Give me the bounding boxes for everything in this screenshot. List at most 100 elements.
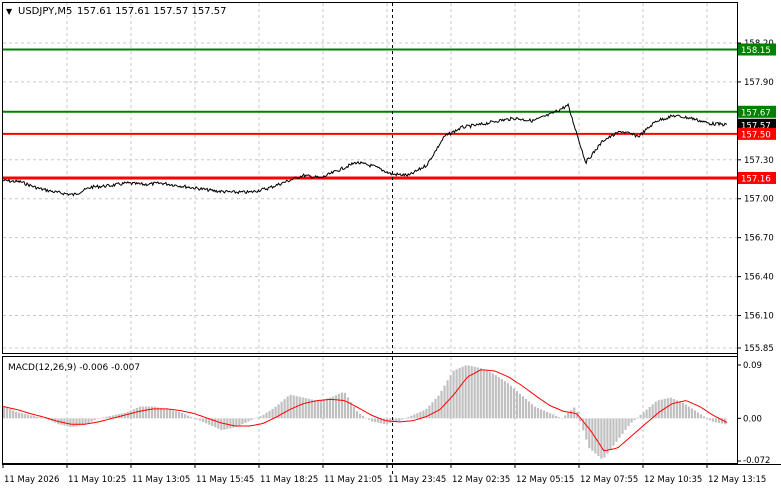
time-tick-label: 11 May 13:05 [132, 475, 190, 485]
macd-histogram-bar [214, 418, 217, 428]
macd-histogram-bar [45, 418, 48, 419]
macd-histogram-bar [576, 412, 579, 419]
macd-histogram-bar [286, 396, 289, 419]
macd-histogram-bar [506, 383, 509, 419]
macd-histogram-bar [485, 370, 488, 419]
macd-histogram-bar [533, 406, 537, 419]
macd-histogram-bar [624, 418, 627, 430]
macd-histogram-bar [636, 417, 639, 419]
macd-histogram-bar [199, 418, 202, 421]
macd-histogram-bar [15, 411, 18, 419]
macd-histogram-bar [42, 417, 45, 419]
macd-histogram-bar [518, 393, 522, 419]
macd-histogram-bar [627, 418, 630, 426]
macd-histogram-bar [678, 401, 681, 419]
macd-histogram-bar [6, 407, 9, 419]
macd-histogram-bar [229, 418, 232, 429]
macd-histogram-bar [75, 418, 78, 427]
macd-histogram-bar [401, 418, 404, 420]
macd-histogram-bar [365, 417, 368, 419]
macd-histogram-bar [615, 418, 618, 442]
macd-histogram-bar [618, 418, 621, 438]
macd-histogram-bar [337, 393, 341, 419]
macd-histogram-bar [702, 416, 706, 419]
macd-histogram-bar [407, 417, 410, 419]
level-badge [738, 127, 776, 140]
macd-histogram-bar [606, 418, 609, 454]
macd-signal-line [2, 369, 728, 452]
menu-triangle-icon[interactable]: ▼ [6, 7, 13, 16]
macd-histogram-bar [147, 406, 150, 419]
macd-histogram-bar [648, 407, 651, 419]
macd-histogram-bar [425, 408, 428, 419]
macd-histogram-bar [699, 414, 703, 419]
price-axis: 158.20157.90157.50157.30157.00156.70156.… [737, 39, 774, 354]
macd-histogram-bar [265, 412, 268, 419]
macd-histogram-bar [561, 418, 564, 419]
macd-histogram-bar [546, 411, 549, 419]
macd-histogram-bar [63, 418, 66, 426]
macd-histogram-bar [196, 418, 199, 420]
macd-histogram-bar [298, 396, 301, 419]
time-tick-label: 12 May 05:15 [516, 475, 574, 485]
macd-histogram-bar [205, 418, 208, 424]
macd-histogram-bar [479, 368, 482, 419]
macd-histogram-bar [108, 416, 111, 419]
macd-histogram-bar [720, 418, 724, 424]
macd-histogram-bar [600, 418, 603, 459]
macd-histogram-bar [102, 417, 105, 419]
macd-histogram-bar [527, 401, 531, 419]
macd-histogram-bar [428, 405, 431, 419]
macd-histogram-bar [503, 381, 506, 419]
level-badge-label: 157.16 [741, 174, 771, 184]
macd-histogram-bar [449, 375, 452, 419]
macd-histogram-bar [18, 412, 21, 419]
level-badge-label: 158.15 [741, 46, 771, 56]
macd-histogram-bar [150, 406, 154, 419]
macd-histogram-bar [419, 411, 422, 419]
macd-histogram-bar [711, 418, 715, 422]
macd-histogram-bar [27, 414, 30, 419]
macd-axis: 0.09 0.00 -0.072 [737, 361, 770, 466]
macd-histogram-bar [268, 410, 271, 419]
macd-histogram-bar [708, 418, 712, 421]
macd-histogram-bar [3, 406, 6, 419]
macd-histogram-bar [36, 416, 39, 419]
macd-histogram-bar [244, 418, 247, 423]
macd-histogram-bar [241, 418, 244, 425]
macd-histogram-bar [413, 414, 416, 419]
time-tick-label: 11 May 2026 [4, 475, 59, 485]
macd-histogram-bar [515, 391, 519, 419]
macd-histogram-bar [232, 418, 235, 428]
macd-histogram-bar [654, 401, 657, 419]
macd-histogram-bar [639, 414, 642, 419]
macd-tick-label: 0.09 [743, 361, 762, 371]
macd-histogram-bar [322, 399, 325, 419]
macd-histogram-bar [558, 417, 561, 419]
macd-histogram-bar [642, 412, 645, 419]
macd-histogram-bar [247, 418, 250, 422]
macd-histogram-bar [325, 398, 328, 419]
macd-histogram-bar [187, 415, 190, 419]
macd-histogram-bar [473, 366, 476, 419]
macd-histogram-bar [211, 418, 214, 427]
macd-histogram-bar [669, 397, 672, 419]
macd-histogram-bar [202, 418, 205, 423]
macd-histogram-bar [343, 392, 347, 419]
macd-histogram-bar [253, 418, 256, 419]
macd-histogram-bar [443, 385, 446, 419]
time-tick-label: 12 May 07:55 [580, 475, 638, 485]
macd-histogram-bar [256, 417, 259, 419]
macd-histogram-bar [96, 418, 99, 420]
macd-histogram-bar [153, 406, 157, 419]
macd-histogram-bar [69, 418, 72, 427]
macd-histogram-bar [39, 417, 42, 419]
macd-histogram-bar [374, 418, 377, 423]
macd-histogram-bar [690, 408, 693, 419]
macd-histogram-bar [461, 366, 464, 419]
time-tick-label: 12 May 13:15 [708, 475, 766, 485]
macd-histogram-bar [129, 410, 132, 419]
macd-histogram-bar [310, 399, 313, 419]
